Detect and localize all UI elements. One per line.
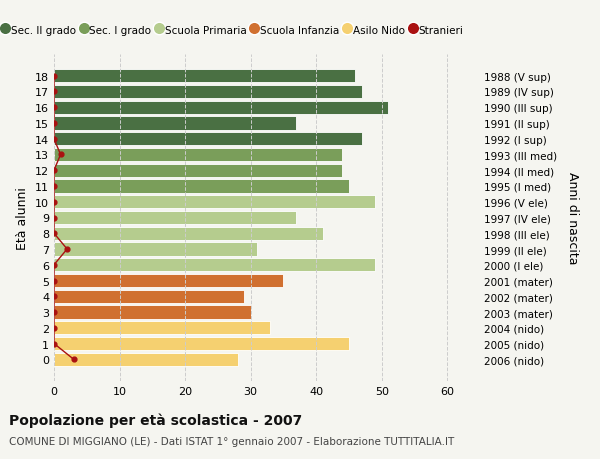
Point	[49, 89, 59, 96]
Bar	[54, 337, 349, 350]
Point	[62, 246, 72, 253]
Point	[49, 73, 59, 80]
Bar	[54, 148, 343, 162]
Point	[49, 262, 59, 269]
Bar	[54, 133, 362, 146]
Point	[49, 136, 59, 143]
Y-axis label: Anni di nascita: Anni di nascita	[566, 172, 578, 264]
Point	[49, 325, 59, 332]
Point	[69, 356, 79, 363]
Bar	[54, 321, 270, 335]
Bar	[54, 117, 296, 130]
Point	[49, 120, 59, 128]
Point	[49, 199, 59, 206]
Bar	[54, 243, 257, 256]
Bar	[54, 290, 244, 303]
Bar	[54, 180, 349, 193]
Point	[49, 230, 59, 237]
Point	[49, 293, 59, 300]
Legend: Sec. II grado, Sec. I grado, Scuola Primaria, Scuola Infanzia, Asilo Nido, Stran: Sec. II grado, Sec. I grado, Scuola Prim…	[0, 21, 467, 39]
Point	[49, 183, 59, 190]
Point	[49, 340, 59, 347]
Bar	[54, 70, 355, 83]
Text: Popolazione per età scolastica - 2007: Popolazione per età scolastica - 2007	[9, 413, 302, 428]
Text: COMUNE DI MIGGIANO (LE) - Dati ISTAT 1° gennaio 2007 - Elaborazione TUTTITALIA.I: COMUNE DI MIGGIANO (LE) - Dati ISTAT 1° …	[9, 436, 454, 446]
Point	[49, 104, 59, 112]
Bar	[54, 211, 296, 225]
Bar	[54, 227, 323, 241]
Point	[49, 214, 59, 222]
Point	[49, 277, 59, 285]
Bar	[54, 258, 375, 272]
Y-axis label: Età alunni: Età alunni	[16, 187, 29, 249]
Bar	[54, 306, 251, 319]
Bar	[54, 353, 238, 366]
Point	[56, 151, 65, 159]
Point	[49, 308, 59, 316]
Bar	[54, 196, 375, 209]
Bar	[54, 101, 388, 115]
Bar	[54, 86, 362, 99]
Bar	[54, 164, 343, 178]
Point	[49, 167, 59, 174]
Bar	[54, 274, 283, 288]
